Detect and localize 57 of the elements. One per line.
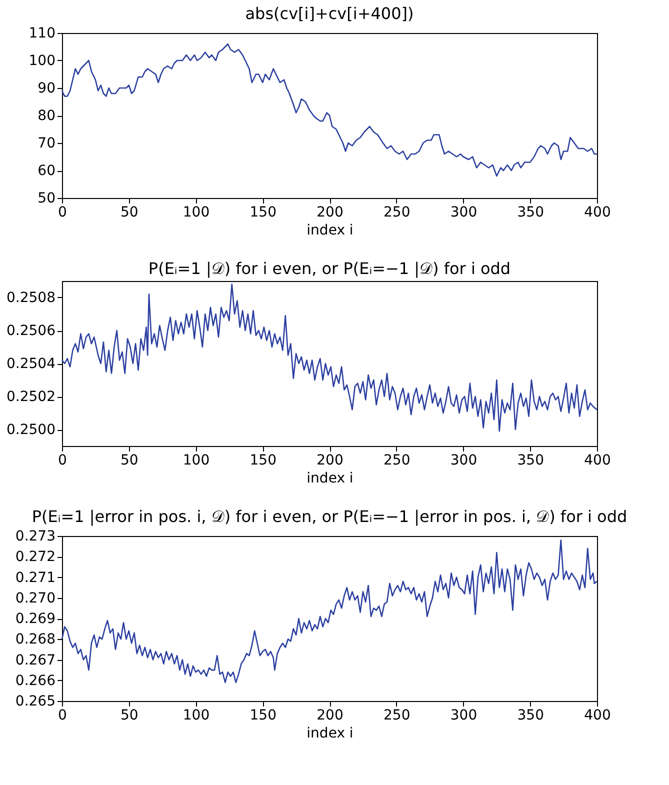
y-tick-label: 0.269 — [15, 611, 56, 627]
y-tick-label: 80 — [38, 108, 56, 124]
x-tick-label: 100 — [182, 452, 210, 468]
y-tick-label: 90 — [38, 80, 56, 96]
x-axis-title: index i — [306, 222, 354, 238]
y-tick-label: 0.267 — [15, 652, 56, 668]
x-tick-label: 250 — [384, 452, 410, 468]
y-tick-label: 110 — [28, 26, 56, 42]
x-tick-label: 200 — [316, 204, 344, 220]
x-tick-label: 350 — [517, 708, 544, 724]
x-tick-label: 150 — [250, 452, 276, 468]
line-series — [61, 284, 598, 432]
x-tick-label: 50 — [120, 708, 138, 724]
x-tick-label: 0 — [58, 204, 67, 220]
x-tick-label: 250 — [384, 204, 410, 220]
y-tick-label: 0.2504 — [6, 356, 56, 372]
line-series — [61, 43, 598, 177]
y-tick-label: 0.2502 — [6, 389, 56, 405]
y-tick-label: 0.2508 — [6, 290, 56, 306]
y-tick-label: 70 — [38, 136, 56, 152]
x-tick-label: 350 — [517, 204, 544, 220]
chart-title: P(Eᵢ=1 |error in pos. i, 𝒟) for i even, or P(Eᵢ=−1 |error in pos. i, 𝒟) for i odd — [32, 507, 628, 526]
x-tick-label: 400 — [584, 452, 611, 468]
y-tick-label: 100 — [28, 53, 56, 69]
y-tick-label: 0.268 — [15, 632, 56, 648]
x-tick-label: 50 — [120, 452, 138, 468]
x-tick-label: 400 — [584, 204, 611, 220]
chart-title: P(Eᵢ=1 |𝒟) for i even, or P(Eᵢ=−1 |𝒟) for i odd — [148, 259, 511, 278]
x-tick-label: 300 — [450, 204, 478, 220]
x-tick-label: 0 — [58, 708, 67, 724]
x-tick-label: 200 — [316, 452, 344, 468]
x-tick-label: 400 — [584, 708, 611, 724]
x-tick-label: 150 — [250, 204, 276, 220]
x-tick-label: 0 — [58, 452, 67, 468]
y-tick-label: 0.2506 — [6, 323, 56, 339]
x-tick-label: 200 — [316, 708, 344, 724]
x-tick-label: 50 — [120, 204, 138, 220]
x-tick-label: 100 — [182, 708, 210, 724]
y-tick-label: 0.265 — [15, 694, 56, 710]
x-tick-label: 100 — [182, 204, 210, 220]
x-tick-label: 150 — [250, 708, 276, 724]
x-tick-label: 300 — [450, 452, 478, 468]
y-tick-label: 50 — [38, 190, 56, 206]
line-series — [61, 539, 598, 684]
x-tick-label: 350 — [517, 452, 544, 468]
y-tick-label: 0.266 — [15, 672, 56, 689]
y-tick-label: 60 — [38, 163, 56, 179]
y-tick-label: 0.2500 — [6, 422, 56, 438]
x-axis-title: index i — [306, 470, 354, 486]
x-tick-label: 300 — [450, 708, 478, 724]
x-tick-label: 250 — [384, 708, 410, 724]
y-tick-label: 0.273 — [15, 528, 56, 544]
y-tick-label: 0.272 — [15, 549, 56, 566]
x-axis-title: index i — [306, 726, 354, 742]
y-tick-label: 0.271 — [15, 570, 56, 586]
chart-title: abs(cv[i]+cv[i+400]) — [245, 4, 414, 23]
y-tick-label: 0.270 — [15, 590, 56, 606]
